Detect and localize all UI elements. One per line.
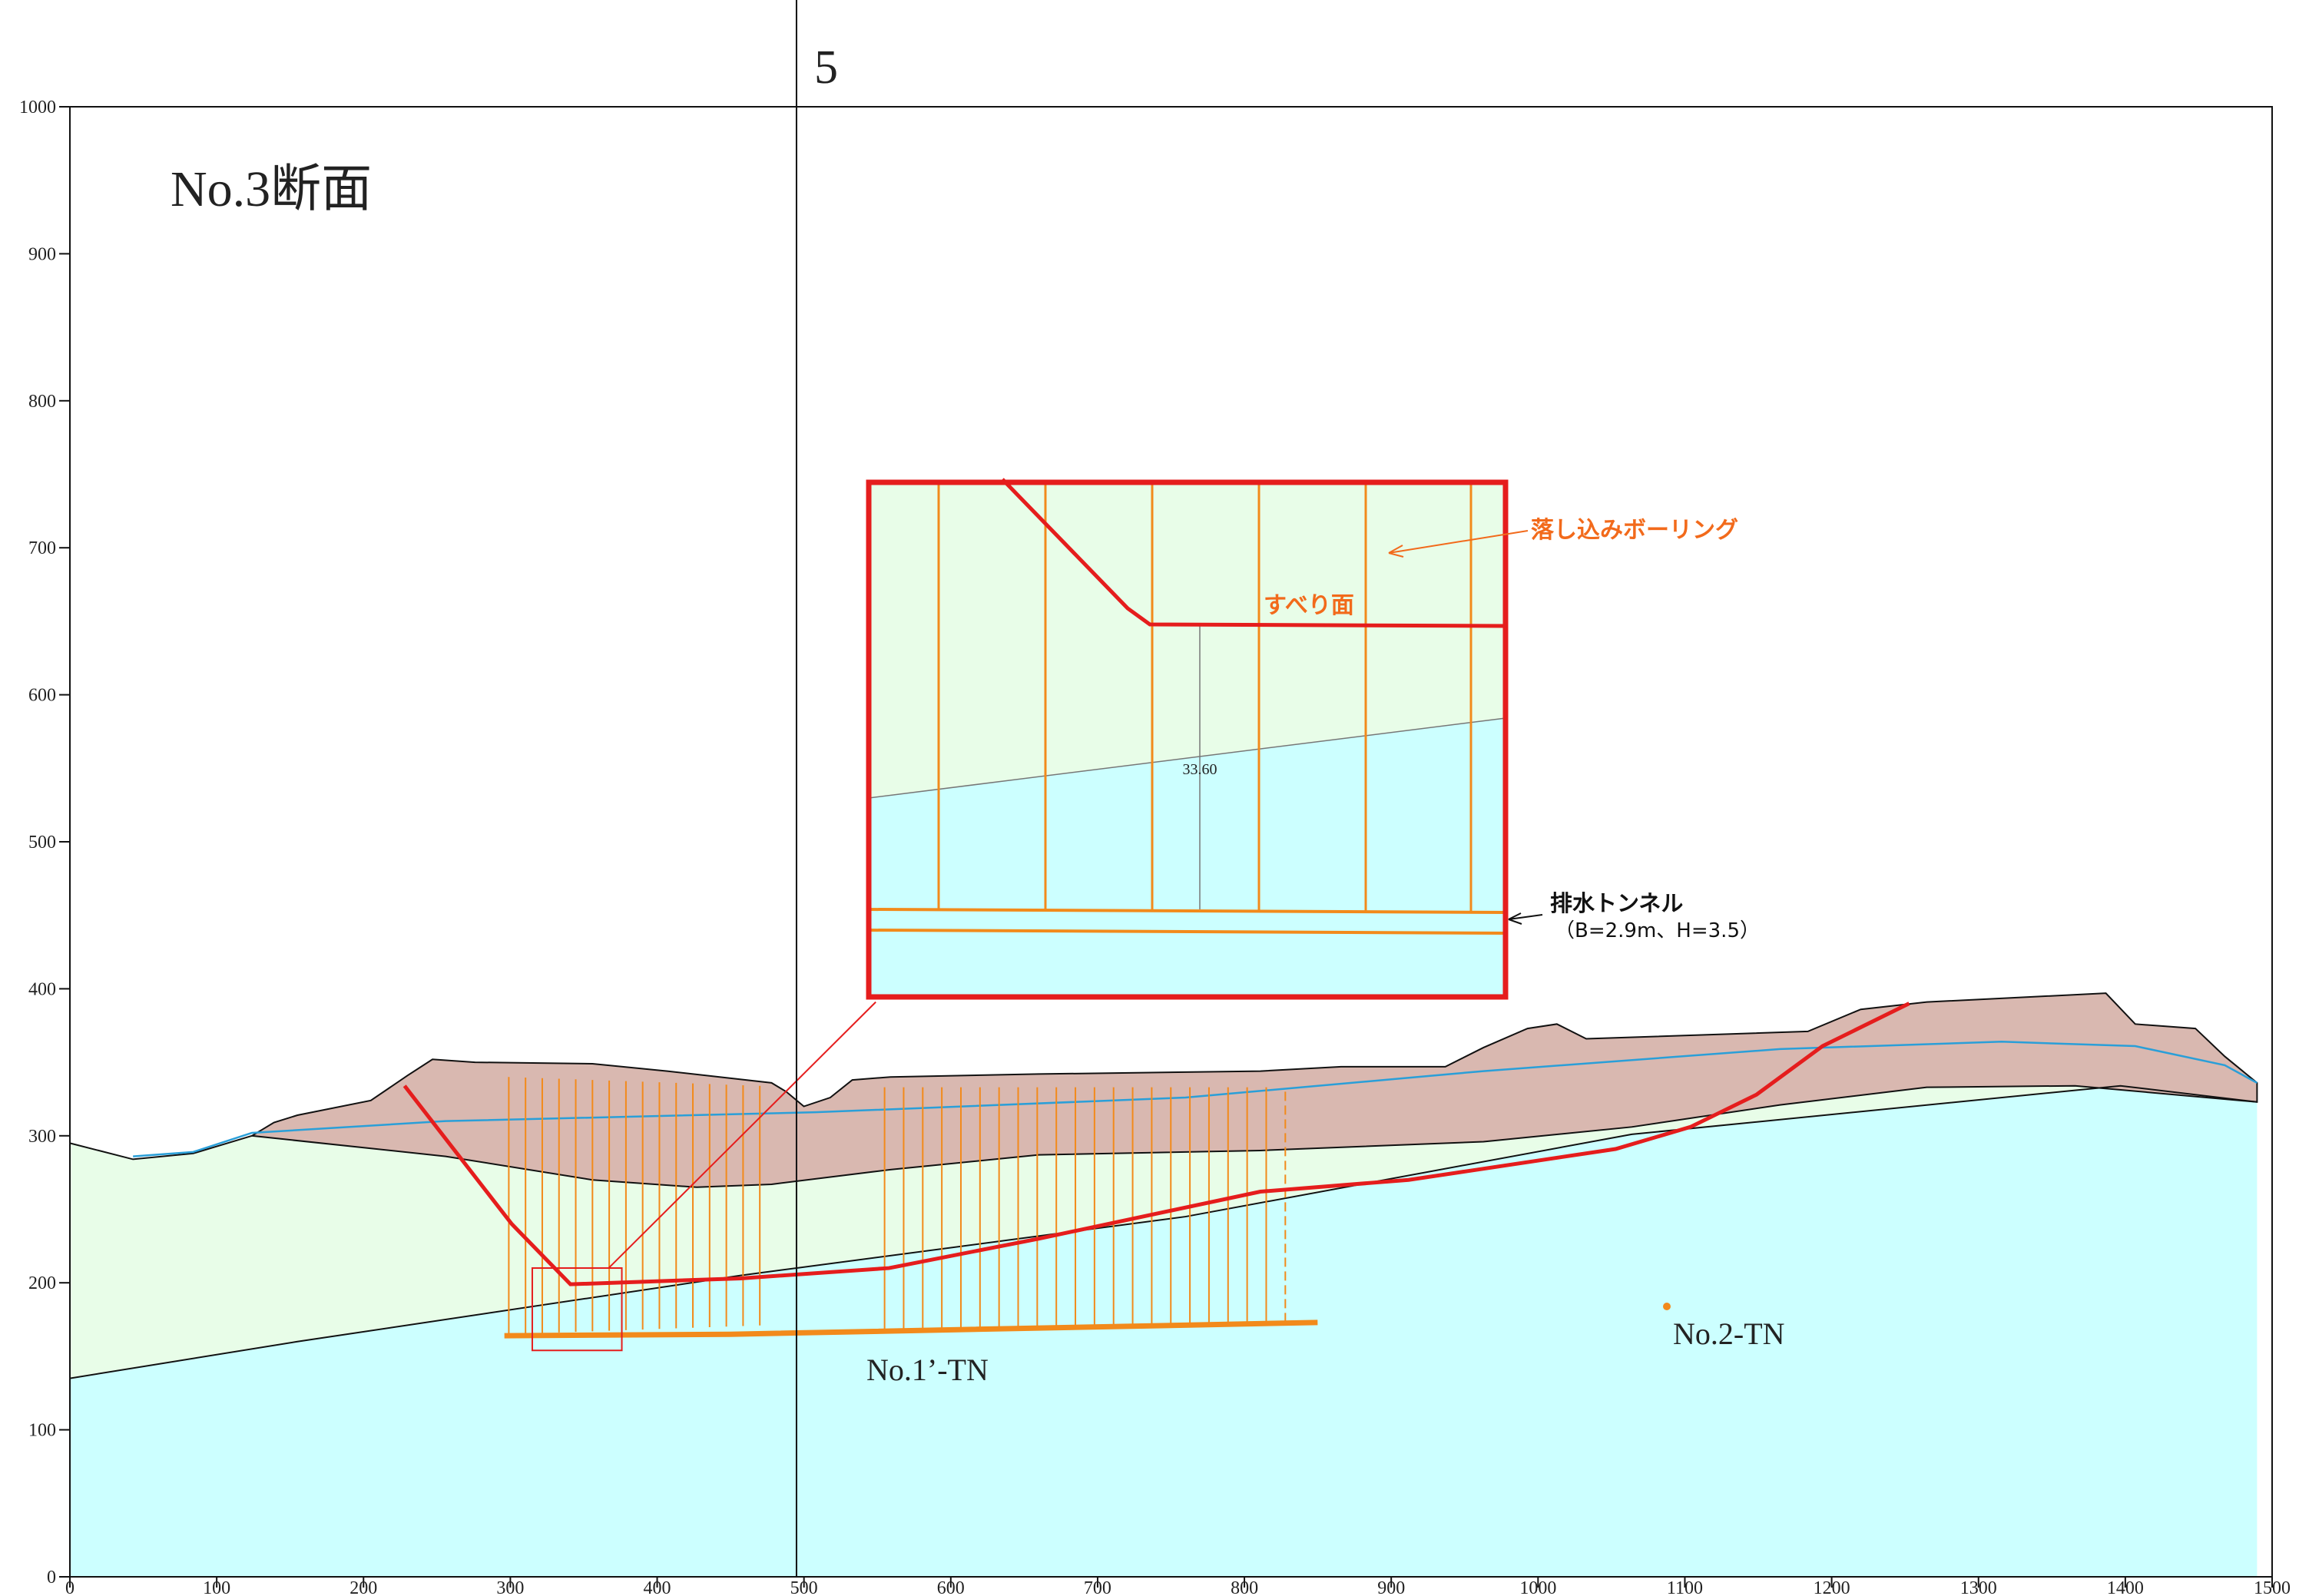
inset-bedrock	[869, 718, 1506, 997]
y-tick-label: 300	[28, 1127, 56, 1147]
boring-label: 落し込みボーリング	[1531, 517, 1738, 544]
bedrock-line	[70, 1086, 2257, 1379]
slide-mass	[70, 1085, 2121, 1379]
x-tick-label: 600	[937, 1578, 965, 1596]
x-tick-label: 200	[349, 1578, 377, 1596]
x-tick-label: 900	[1377, 1578, 1405, 1596]
y-tick-label: 400	[28, 979, 56, 999]
x-tick-label: 500	[790, 1578, 818, 1596]
ground-surface	[70, 1136, 252, 1160]
tunnel-leader	[1508, 914, 1543, 920]
boring-leader	[1388, 530, 1529, 554]
detail-leader	[608, 1002, 876, 1268]
y-tick-label: 800	[28, 392, 56, 412]
arrowhead	[1388, 545, 1404, 558]
y-tick-label: 700	[28, 538, 56, 558]
borings	[508, 1077, 1285, 1334]
y-tick-label: 500	[28, 833, 56, 853]
bedrock	[70, 1085, 2258, 1577]
detail-area	[532, 1268, 622, 1350]
inset-boundary	[868, 717, 1506, 799]
inset-slip	[1001, 478, 1506, 628]
tunnel-name: No.2-TN	[1673, 1316, 1785, 1351]
tunnel-top	[868, 908, 1506, 914]
slip-label: すべり面	[1264, 592, 1354, 619]
tunnel-bottom	[868, 929, 1506, 935]
x-tick-label: 1300	[1960, 1578, 1997, 1596]
tunnel-size: （B=2.9m、H=3.5）	[1555, 919, 1760, 942]
dimension: 33.60	[1183, 761, 1217, 778]
x-tick-label: 1000	[1519, 1578, 1556, 1596]
water-table	[133, 1041, 2257, 1156]
x-tick-label: 0	[65, 1578, 75, 1596]
x-tick-label: 1500	[2254, 1578, 2291, 1596]
x-tick-label: 700	[1084, 1578, 1111, 1596]
section-title: No.3断面	[171, 161, 372, 217]
x-tick-label: 300	[496, 1578, 524, 1596]
x-tick-label: 400	[644, 1578, 671, 1596]
tunnel-name: No.1’-TN	[866, 1353, 989, 1387]
inset-borings	[937, 482, 1472, 911]
weathered-layer	[252, 993, 2257, 1187]
tunnel-label: 排水トンネル	[1550, 890, 1683, 916]
y-tick-label: 600	[28, 686, 56, 706]
y-tick-label: 0	[47, 1568, 56, 1588]
x-tick-label: 100	[203, 1578, 230, 1596]
geology	[70, 0, 2257, 1577]
arrowhead	[1508, 912, 1522, 925]
slip-surface	[405, 1004, 1910, 1285]
y-tick-label: 900	[28, 244, 56, 264]
x-tick-label: 800	[1231, 1578, 1258, 1596]
inset: 落し込みボーリング すべり面 33.60 排水トンネル （B=2.9m、H=3.…	[866, 478, 1760, 1000]
tunnel	[505, 1323, 1318, 1336]
x-tick-label: 1200	[1814, 1578, 1850, 1596]
x-tick-label: 1100	[1667, 1578, 1703, 1596]
section-number: 5	[814, 41, 838, 94]
y-tick-label: 1000	[19, 98, 56, 118]
tunnel-point	[1663, 1303, 1671, 1310]
y-tick-label: 100	[28, 1421, 56, 1441]
x-tick-label: 1400	[2107, 1578, 2144, 1596]
inset-frame	[866, 479, 1509, 1000]
axes: 0 100 200 300 400 500 600 700 800 900 1000 1100 1200…	[19, 98, 2291, 1596]
y-tick-label: 200	[28, 1273, 56, 1293]
